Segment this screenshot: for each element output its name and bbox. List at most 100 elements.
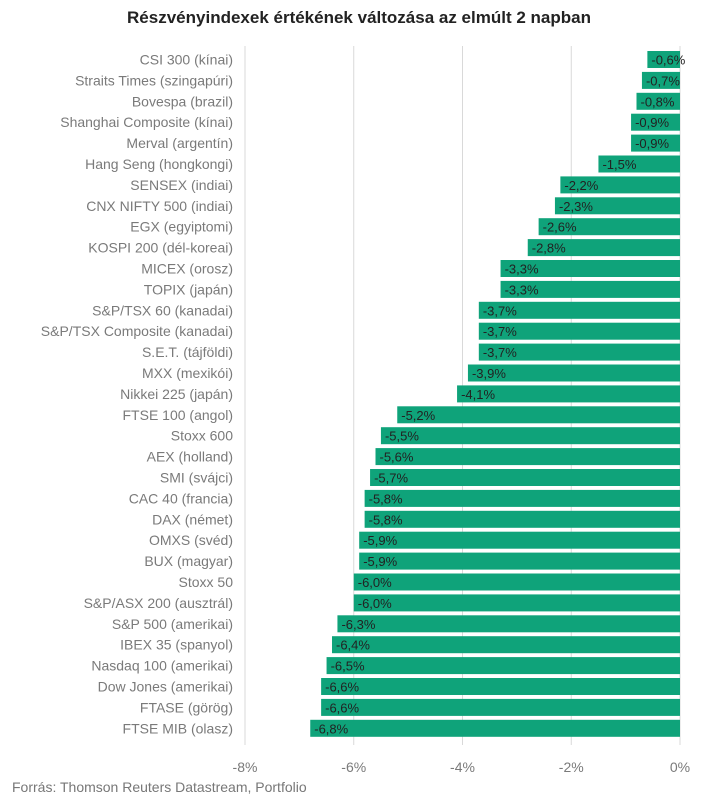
- bar: [380, 427, 680, 445]
- bar: [478, 322, 680, 340]
- source-note: Forrás: Thomson Reuters Datastream, Port…: [12, 779, 307, 795]
- bar: [326, 657, 680, 675]
- category-label: DAX (német): [152, 511, 233, 527]
- value-label: -6,4%: [336, 638, 370, 653]
- category-label: SMI (svájci): [160, 470, 233, 486]
- value-label: -6,0%: [358, 575, 392, 590]
- category-label: KOSPI 200 (dél-koreai): [88, 240, 233, 256]
- x-tick-label: 0%: [670, 759, 690, 775]
- category-label: CAC 40 (francia): [129, 490, 233, 506]
- value-label: -5,5%: [385, 429, 419, 444]
- value-label: -6,6%: [325, 700, 359, 715]
- category-label: Bovespa (brazil): [132, 93, 233, 109]
- category-label: Nasdaq 100 (amerikai): [91, 658, 233, 674]
- bar: [457, 385, 680, 403]
- category-label: SENSEX (indiai): [130, 177, 233, 193]
- value-label: -6,0%: [358, 596, 392, 611]
- bar: [467, 364, 680, 382]
- bar: [554, 197, 680, 215]
- x-tick-label: -2%: [559, 759, 584, 775]
- value-label: -3,3%: [505, 262, 539, 277]
- category-label: S&P/TSX 60 (kanadai): [92, 302, 233, 318]
- value-label: -0,7%: [646, 73, 680, 88]
- category-label: FTASE (görög): [140, 699, 233, 715]
- bar: [332, 636, 680, 654]
- value-label: -2,2%: [564, 178, 598, 193]
- value-label: -5,2%: [401, 408, 435, 423]
- category-label: Straits Times (szingapúri): [75, 72, 233, 88]
- category-label: EGX (egyiptomi): [130, 219, 233, 235]
- x-tick-label: -6%: [341, 759, 366, 775]
- value-label: -3,7%: [483, 303, 517, 318]
- category-label: MXX (mexikói): [142, 365, 233, 381]
- value-label: -0,6%: [651, 53, 685, 68]
- bar: [310, 719, 680, 737]
- x-axis-ticks: -8% -6% -4% -2% 0%: [233, 759, 691, 775]
- value-label: -5,8%: [369, 512, 403, 527]
- category-label: Hang Seng (hongkongi): [85, 156, 233, 172]
- bar: [321, 698, 680, 716]
- bar: [353, 573, 680, 591]
- bar: [364, 489, 680, 507]
- bar: [478, 343, 680, 361]
- bar: [353, 594, 680, 612]
- category-label: OMXS (svéd): [149, 532, 233, 548]
- category-label: Stoxx 600: [171, 428, 233, 444]
- value-label: -5,6%: [380, 450, 414, 465]
- value-label: -0,9%: [635, 115, 669, 130]
- bar: [500, 260, 680, 277]
- bar: [631, 134, 680, 152]
- category-label: BUX (magyar): [144, 553, 233, 569]
- value-labels: -0,6% -0,7% -0,8% -0,9% -0,9% -1,5% -2,2% -2,3%…: [314, 53, 686, 737]
- bar: [647, 51, 680, 68]
- category-label: S&P/TSX Composite (kanadai): [41, 323, 233, 339]
- value-label: -0,8%: [641, 94, 675, 109]
- bar: [538, 218, 680, 236]
- value-label: -5,7%: [374, 471, 408, 486]
- value-label: -2,6%: [543, 220, 577, 235]
- category-label: Dow Jones (amerikai): [98, 679, 233, 695]
- bar: [375, 448, 680, 466]
- x-tick-label: -4%: [450, 759, 475, 775]
- category-label: S&P 500 (amerikai): [112, 616, 233, 632]
- value-label: -4,1%: [461, 387, 495, 402]
- bar: [631, 113, 680, 131]
- bars: [310, 51, 680, 737]
- bar: [337, 615, 680, 633]
- bar: [397, 406, 680, 424]
- bar: [560, 176, 680, 194]
- value-label: -6,6%: [325, 680, 359, 695]
- bar: [641, 71, 680, 89]
- category-label: S.E.T. (tájföldi): [142, 344, 233, 360]
- category-label: Shanghai Composite (kínai): [60, 114, 233, 130]
- category-label: CNX NIFTY 500 (indiai): [86, 198, 233, 214]
- value-label: -3,7%: [483, 345, 517, 360]
- value-label: -2,8%: [532, 241, 566, 256]
- value-label: -6,8%: [314, 721, 348, 736]
- chart-title: Részvényindexek értékének változása az e…: [127, 8, 591, 27]
- bar: [359, 552, 680, 570]
- value-label: -3,7%: [483, 324, 517, 339]
- value-label: -2,3%: [559, 199, 593, 214]
- value-label: -6,3%: [341, 617, 375, 632]
- category-label: FTSE MIB (olasz): [123, 720, 233, 736]
- bar: [500, 280, 680, 298]
- bar: [370, 469, 680, 486]
- bar: [527, 239, 680, 257]
- category-label: Merval (argentín): [126, 135, 233, 151]
- value-label: -0,9%: [635, 136, 669, 151]
- bar: [636, 92, 680, 110]
- x-tick-label: -8%: [233, 759, 258, 775]
- category-label: Stoxx 50: [179, 574, 234, 590]
- value-label: -1,5%: [602, 157, 636, 172]
- category-label: IBEX 35 (spanyol): [120, 637, 233, 653]
- category-label: TOPIX (japán): [144, 281, 233, 297]
- category-label: CSI 300 (kínai): [140, 52, 233, 68]
- value-label: -5,9%: [363, 533, 397, 548]
- value-label: -5,9%: [363, 554, 397, 569]
- bar: [478, 301, 680, 319]
- category-label: Nikkei 225 (japán): [120, 386, 233, 402]
- bar: [321, 678, 680, 695]
- category-labels: CSI 300 (kínai) Straits Times (szingapúri…: [41, 52, 233, 737]
